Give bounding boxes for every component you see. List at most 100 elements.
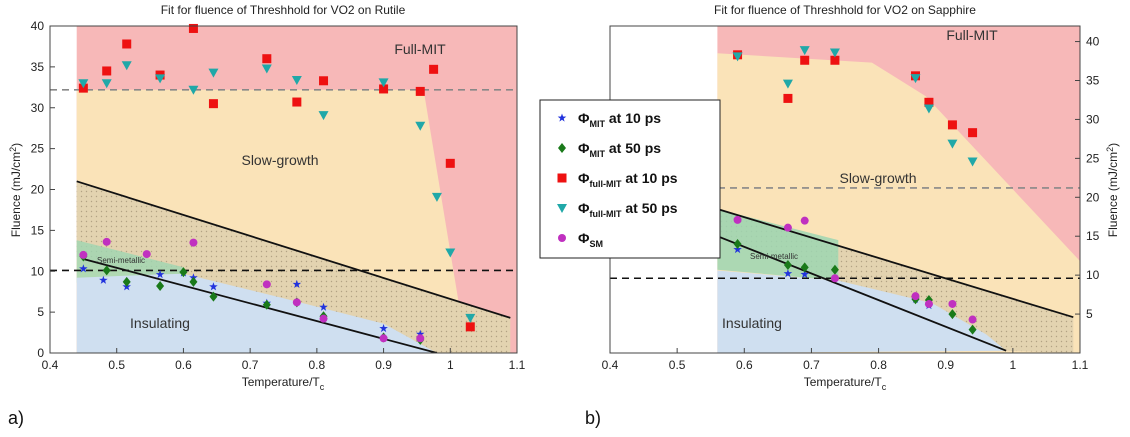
- y-axis-label: Fluence (mJ/cm2): [8, 143, 23, 237]
- x-axis-label-sub: c: [320, 382, 325, 392]
- star-data-point: [783, 269, 793, 278]
- triangle-data-point: [910, 74, 921, 84]
- circle-data-point: [79, 250, 88, 259]
- star-data-point: [155, 270, 165, 279]
- square-data-point: [924, 97, 934, 107]
- triangle-data-point: [967, 157, 978, 167]
- diamond-data-point: [122, 276, 131, 287]
- square-data-point: [319, 76, 329, 86]
- x-tick-label: 1: [447, 358, 454, 372]
- square-legend-swatch: [557, 173, 567, 183]
- x-tick-label: 0.9: [937, 358, 954, 372]
- triangle-data-point: [291, 75, 302, 85]
- panel-label-a: a): [8, 408, 24, 428]
- phase-regions: [76, 26, 517, 353]
- diamond-data-point: [800, 262, 809, 273]
- diamond-data-point: [179, 267, 188, 278]
- region-label-semi-metallic: Semi-metallic: [97, 256, 145, 265]
- star-legend-swatch: [557, 113, 567, 122]
- circle-data-point: [968, 315, 977, 324]
- insulating-region: [717, 270, 1007, 353]
- y-axis-label-end: ): [1106, 143, 1120, 147]
- y-axis-label-sup: 2: [8, 147, 18, 152]
- legend-label: ΦMIT at 10 ps: [578, 110, 661, 129]
- x-tick-label: 0.6: [736, 358, 753, 372]
- data-markers: [732, 46, 978, 335]
- diamond-data-point: [102, 265, 111, 276]
- triangle-data-point: [208, 68, 219, 78]
- region-label-full-mit: Full-MIT: [946, 27, 998, 43]
- legend-label: Φfull-MIT at 50 ps: [578, 200, 678, 219]
- star-data-point: [379, 324, 388, 333]
- triangle-data-point: [445, 248, 456, 258]
- fit-line: [717, 208, 1074, 319]
- x-tick-label: 0.4: [602, 358, 619, 372]
- triangle-data-point: [465, 313, 476, 323]
- square-data-point: [445, 158, 455, 168]
- y-axis-label-main: Fluence (mJ/cm: [9, 152, 23, 237]
- circle-legend-swatch: [558, 234, 566, 242]
- triangle-legend-swatch: [557, 204, 567, 213]
- star-data-point: [733, 244, 742, 254]
- chart-title: Fit for fluence of Threshhold for VO2 on…: [714, 3, 976, 17]
- triangle-data-point: [155, 74, 166, 84]
- diamond-data-point: [968, 324, 977, 335]
- circle-data-point: [733, 215, 742, 224]
- square-data-point: [947, 120, 957, 130]
- y-tick-label: 35: [1086, 74, 1100, 88]
- triangle-data-point: [121, 61, 132, 71]
- x-tick-label: 0.6: [175, 358, 192, 372]
- insulating-region: [76, 273, 437, 353]
- legend-item: ΦMIT at 10 ps: [557, 110, 661, 129]
- square-data-point: [102, 66, 112, 76]
- legend-item: Φfull-MIT at 50 ps: [557, 200, 678, 219]
- legend-item: ΦSM: [558, 230, 603, 249]
- semi-metallic-region: [76, 240, 184, 283]
- square-data-point: [783, 93, 793, 103]
- star-data-point: [99, 275, 108, 284]
- sapphire-chart: Fit for fluence of Threshhold for VO2 on…: [585, 3, 1120, 428]
- square-data-point: [968, 128, 978, 138]
- triangle-data-point: [415, 121, 426, 131]
- y-tick-label: 25: [31, 142, 45, 156]
- triangle-data-point: [799, 46, 810, 56]
- triangle-data-point: [378, 78, 389, 88]
- rutile-chart: Fit for fluence of Threshhold for VO2 on…: [8, 3, 526, 428]
- y-tick-label: 5: [1086, 307, 1093, 321]
- legend: ΦMIT at 10 ps ΦMIT at 50 ps Φfull-MIT at 1…: [539, 99, 721, 259]
- fit-line: [76, 180, 511, 319]
- triangle-data-point: [732, 52, 743, 62]
- x-tick-label: 0.9: [375, 358, 392, 372]
- y-axis-label-sup: 2: [1105, 147, 1115, 152]
- square-data-point: [122, 39, 132, 49]
- data-markers: [78, 23, 476, 345]
- y-tick-label: 25: [1086, 151, 1100, 165]
- circle-data-point: [911, 292, 920, 301]
- x-tick-label: 0.7: [803, 358, 820, 372]
- axis-ticks: 0.4 0.5 0.6 0.7 0.8 0.9 1 1.1 0 5 10 15 20 25 30 35 40: [31, 19, 526, 372]
- region-label-insulating: Insulating: [130, 315, 190, 331]
- x-tick-label: 0.4: [42, 358, 59, 372]
- circle-data-point: [102, 237, 111, 246]
- square-data-point: [465, 322, 475, 332]
- diamond-legend-swatch: [558, 143, 566, 153]
- fit-line: [717, 235, 1007, 352]
- y-tick-label: 20: [1086, 190, 1100, 204]
- y-tick-label: 15: [31, 223, 45, 237]
- region-label-semi-metallic: Semi-metallic: [750, 252, 798, 261]
- legend-label: ΦMIT at 50 ps: [578, 140, 661, 159]
- star-data-point: [416, 329, 425, 338]
- diamond-data-point: [189, 276, 198, 287]
- triangle-data-point: [947, 139, 958, 149]
- star-data-point: [79, 264, 88, 273]
- square-data-point: [188, 23, 198, 33]
- region-label-slow-growth: Slow-growth: [241, 152, 318, 168]
- legend-item: Φfull-MIT at 10 ps: [557, 170, 678, 189]
- circle-data-point: [319, 314, 328, 323]
- square-data-point: [830, 55, 840, 65]
- fit-line: [83, 258, 438, 353]
- axis-ticks: 0.4 0.5 0.6 0.7 0.8 0.9 1 1.1 5 10 15 20 25 30 35 40: [602, 35, 1100, 372]
- star-data-point: [292, 279, 302, 288]
- triangle-data-point: [78, 79, 89, 89]
- y-tick-label: 0: [37, 346, 44, 360]
